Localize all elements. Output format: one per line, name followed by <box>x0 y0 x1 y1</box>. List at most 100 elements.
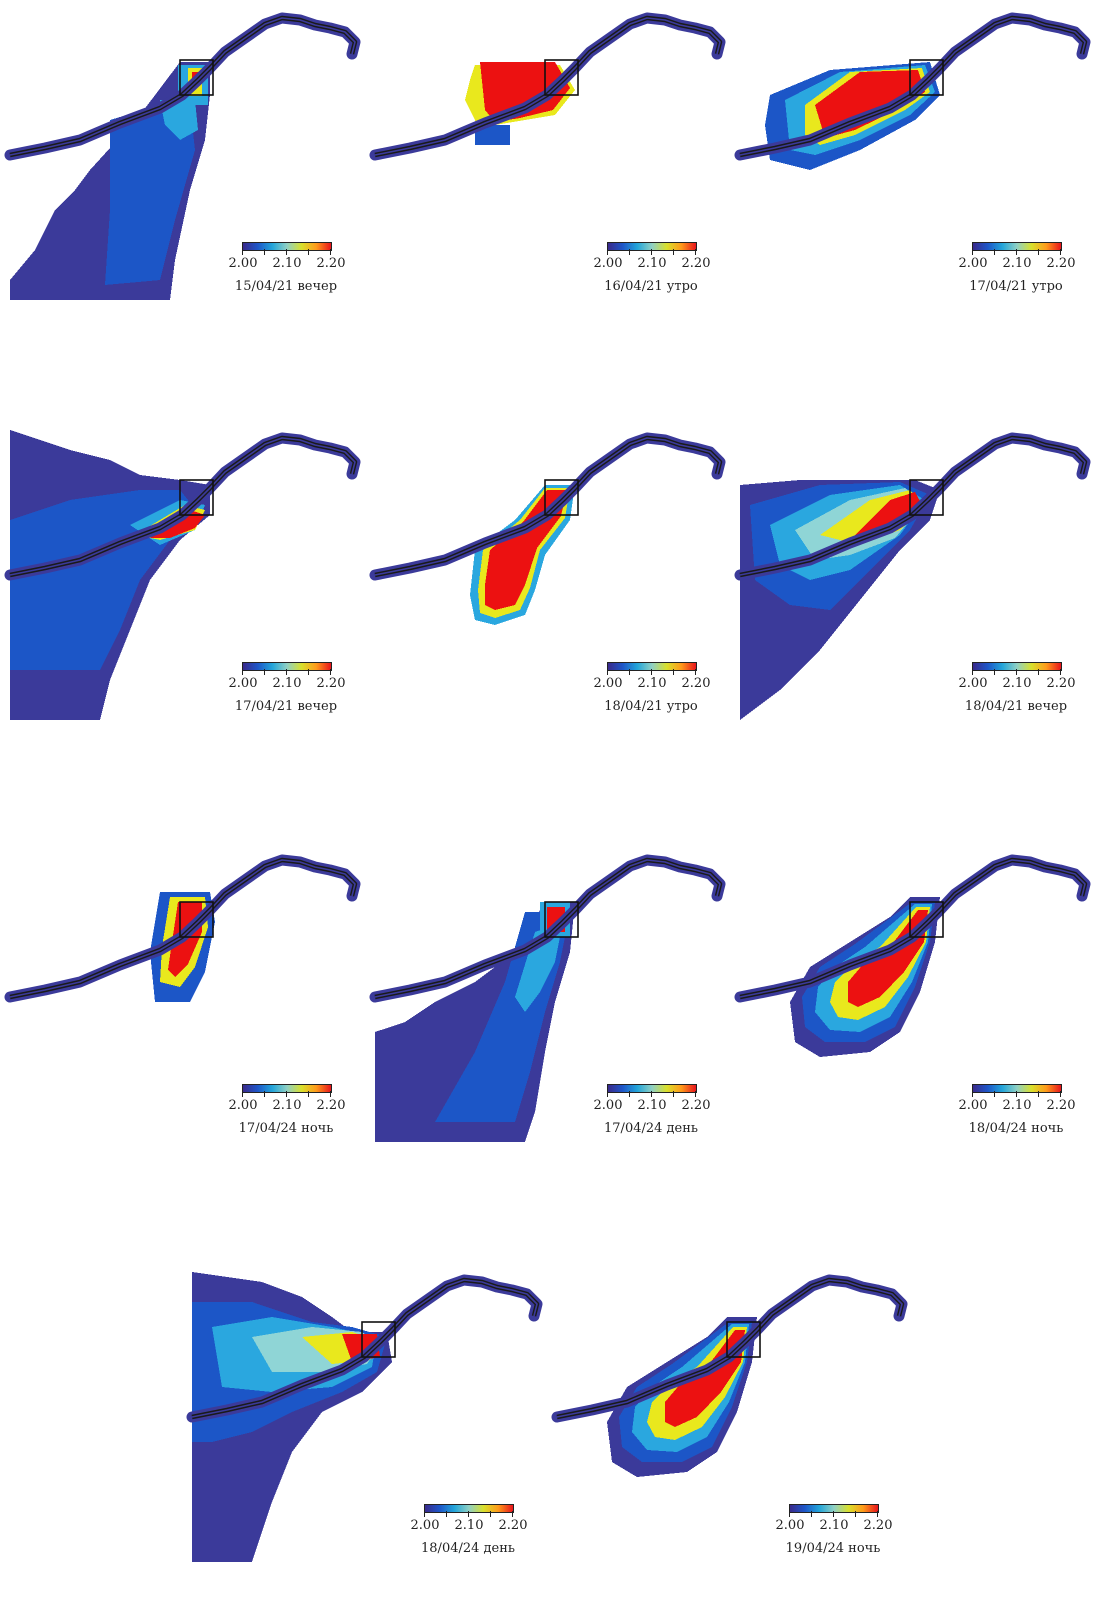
road-line-inner <box>9 17 356 156</box>
colorbar-tick <box>1060 249 1061 255</box>
tick-label: 2.00 <box>593 1098 623 1113</box>
tick-label: 2.10 <box>819 1518 849 1533</box>
colorbar-tick <box>994 669 995 675</box>
panel-caption: 18/04/24 день <box>421 1541 515 1556</box>
panel-caption: 17/04/24 ночь <box>238 1121 334 1136</box>
colorbar-tick <box>308 1091 309 1097</box>
colorbar <box>789 1504 879 1513</box>
colorbar-legend: 2.00 2.10 2.20 15/04/21 вечер <box>229 242 352 312</box>
tick-label: 2.10 <box>637 1098 667 1113</box>
map-panel-8: 2.00 2.10 2.20 17/04/24 день <box>369 852 726 1152</box>
colorbar-tick <box>242 1091 243 1097</box>
map-panel-2: 2.00 2.10 2.20 16/04/21 утро <box>369 10 726 312</box>
colorbar <box>242 242 332 251</box>
colorbar-tick <box>607 669 608 675</box>
colorbar-tick <box>468 1511 469 1517</box>
map-panel-6: 2.00 2.10 2.20 18/04/21 вечер <box>734 430 1091 730</box>
concentration-map <box>734 854 1091 1057</box>
colorbar-tick <box>607 249 608 255</box>
colorbar-legend: 2.00 2.10 2.20 18/04/24 день <box>411 1504 534 1574</box>
colorbar <box>242 1084 332 1093</box>
tick-label: 2.10 <box>272 676 302 691</box>
colorbar-tick <box>629 249 630 255</box>
concentration-map <box>4 12 361 300</box>
road-line-inner <box>739 17 1086 156</box>
panel-caption: 17/04/24 день <box>604 1121 698 1136</box>
colorbar-tick <box>1038 669 1039 675</box>
colorbar-tick <box>490 1511 491 1517</box>
tick-label: 2.00 <box>410 1518 440 1533</box>
panel-caption: 17/04/21 вечер <box>234 699 338 714</box>
tick-label: 2.20 <box>863 1518 893 1533</box>
colorbar-tick <box>424 1511 425 1517</box>
road-line-inner <box>374 859 721 998</box>
colorbar-tick <box>1038 1091 1039 1097</box>
tick-label: 2.00 <box>958 1098 988 1113</box>
colorbar-tick <box>1016 669 1017 675</box>
panel-caption: 17/04/21 утро <box>969 279 1063 294</box>
colorbar-legend: 2.00 2.10 2.20 18/04/24 ночь <box>959 1084 1082 1154</box>
tick-label: 2.20 <box>681 256 711 271</box>
panel-caption: 18/04/21 утро <box>604 699 698 714</box>
map-panel-9: 2.00 2.10 2.20 18/04/24 ночь <box>734 852 1091 1154</box>
colorbar-tick <box>512 1511 513 1517</box>
road-line-inner <box>191 1279 538 1418</box>
colorbar-tick <box>651 669 652 675</box>
tick-label: 2.10 <box>454 1518 484 1533</box>
tick-label: 2.00 <box>228 676 258 691</box>
colorbar-tick <box>1060 669 1061 675</box>
map-panel-5: 2.00 2.10 2.20 18/04/21 утро <box>369 430 726 730</box>
concentration-field <box>515 922 563 1012</box>
colorbar-tick <box>673 249 674 255</box>
colorbar-tick <box>607 1091 608 1097</box>
colorbar-tick <box>972 1091 973 1097</box>
map-panel-1: 2.00 2.10 2.20 15/04/21 вечер <box>4 10 361 312</box>
concentration-field <box>160 100 198 140</box>
colorbar <box>424 1504 514 1513</box>
colorbar-tick <box>286 669 287 675</box>
panel-caption: 16/04/21 утро <box>604 279 698 294</box>
source-area-box <box>909 901 944 938</box>
source-area-box <box>179 479 214 516</box>
road-line-inner <box>556 1279 903 1418</box>
colorbar-tick <box>994 1091 995 1097</box>
colorbar <box>607 1084 697 1093</box>
tick-label: 2.20 <box>1046 676 1076 691</box>
tick-label: 2.00 <box>958 256 988 271</box>
colorbar-tick <box>833 1511 834 1517</box>
colorbar-tick <box>629 1091 630 1097</box>
source-area-box <box>909 479 944 516</box>
tick-label: 2.00 <box>228 1098 258 1113</box>
tick-label: 2.20 <box>681 676 711 691</box>
colorbar-legend: 2.00 2.10 2.20 19/04/24 ночь <box>776 1504 899 1574</box>
tick-label: 2.10 <box>637 676 667 691</box>
colorbar-legend: 2.00 2.10 2.20 17/04/21 вечер <box>229 662 352 732</box>
source-area-box <box>544 59 579 96</box>
concentration-field <box>475 125 510 145</box>
tick-label: 2.10 <box>1002 676 1032 691</box>
panel-caption: 18/04/24 ночь <box>968 1121 1064 1136</box>
road-line-inner <box>739 859 1086 998</box>
tick-label: 2.10 <box>272 256 302 271</box>
road-line-inner <box>374 17 721 156</box>
colorbar-tick <box>1060 1091 1061 1097</box>
colorbar-tick <box>330 669 331 675</box>
colorbar-legend: 2.00 2.10 2.20 17/04/24 ночь <box>229 1084 352 1154</box>
source-area-box <box>544 479 579 516</box>
source-area-box <box>909 59 944 96</box>
concentration-map <box>4 854 361 1003</box>
colorbar-tick <box>695 669 696 675</box>
tick-label: 2.20 <box>681 1098 711 1113</box>
colorbar-tick <box>789 1511 790 1517</box>
colorbar-tick <box>330 1091 331 1097</box>
concentration-map <box>734 432 1091 720</box>
tick-label: 2.10 <box>1002 256 1032 271</box>
tick-label: 2.20 <box>498 1518 528 1533</box>
colorbar-legend: 2.00 2.10 2.20 16/04/21 утро <box>594 242 717 312</box>
tick-label: 2.10 <box>272 1098 302 1113</box>
colorbar-tick <box>264 249 265 255</box>
colorbar-tick <box>855 1511 856 1517</box>
colorbar-tick <box>629 669 630 675</box>
concentration-map <box>734 12 1091 170</box>
colorbar-tick <box>651 249 652 255</box>
